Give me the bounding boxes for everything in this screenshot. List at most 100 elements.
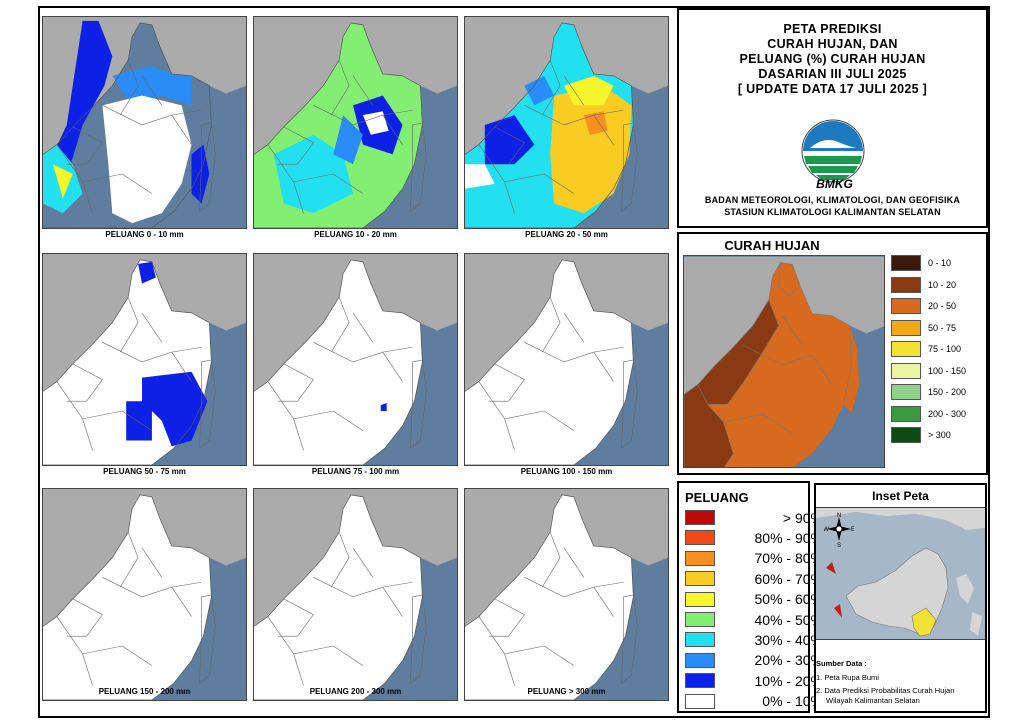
legend-label: > 300 — [928, 430, 951, 440]
probability-map-4 — [42, 253, 247, 466]
legend-label: 50 - 75 — [928, 322, 957, 333]
curah-hujan-item: 75 - 100 — [891, 341, 961, 357]
curah-hujan-item: 100 - 150 — [891, 362, 967, 379]
peluang-item: 70% - 80% — [685, 550, 823, 567]
logo-text: BMKG — [816, 177, 853, 191]
peluang-item: > 90% — [685, 509, 823, 526]
legend-label: 10% - 20% — [754, 672, 823, 689]
title-line-5: [ UPDATE DATA 17 JULI 2025 ] — [737, 82, 928, 96]
curah-hujan-item: 50 - 75 — [891, 319, 957, 336]
legend-label: 80% - 90% — [754, 529, 823, 546]
legend-swatch — [891, 319, 921, 336]
curah-hujan-item: 150 - 200 — [891, 384, 966, 400]
curah-hujan-map — [683, 255, 885, 468]
probability-map-7 — [42, 488, 247, 701]
map-label-4: PELUANG 50 - 75 mm — [103, 467, 186, 476]
compass-s: S — [837, 543, 841, 547]
curah-hujan-item: > 300 — [891, 427, 951, 443]
map-frame — [38, 6, 990, 718]
probability-map-8 — [253, 488, 458, 701]
legend-label: 30% - 40% — [754, 631, 823, 648]
legend-label: 200 - 300 — [928, 408, 967, 419]
legend-swatch — [891, 298, 921, 314]
peluang-item: 60% - 70% — [685, 570, 823, 587]
legend-label: 40% - 50% — [754, 611, 823, 628]
legend-label: 10 - 20 — [928, 279, 957, 290]
legend-swatch — [891, 405, 921, 422]
curah-hujan-item: 0 - 10 — [891, 255, 951, 271]
probability-map-5 — [253, 253, 458, 466]
legend-swatch — [891, 362, 921, 379]
station-name: STASIUN KLIMATOLOGI KALIMANTAN SELATAN — [724, 207, 941, 217]
legend-swatch — [891, 276, 921, 293]
legend-swatch — [891, 427, 921, 443]
compass-n: N — [837, 513, 841, 519]
map-label-3: PELUANG 20 - 50 mm — [525, 230, 608, 239]
legend-label: 60% - 70% — [754, 570, 823, 587]
legend-swatch — [685, 591, 715, 607]
inset-box: Inset Peta N S E W — [814, 483, 987, 713]
legend-label: 0% - 10% — [762, 693, 823, 710]
probability-map-9 — [464, 488, 669, 701]
inset-map — [816, 507, 985, 640]
legend-swatch — [685, 693, 715, 709]
legend-swatch — [685, 530, 715, 546]
compass-w: W — [824, 527, 829, 533]
title-line-1: PETA PREDIKSI — [783, 22, 882, 36]
peluang-item: 20% - 30% — [685, 652, 823, 669]
peluang-item: 50% - 60% — [685, 591, 823, 608]
source-3: Wilayah Kalimantan Selatan — [826, 696, 920, 705]
legend-swatch — [685, 612, 715, 627]
bmkg-logo — [800, 118, 866, 184]
map-label-9: PELUANG > 300 mm — [527, 687, 606, 696]
map-label-7: PELUANG 150 - 200 mm — [98, 687, 191, 696]
legend-label: 0 - 10 — [928, 258, 952, 268]
title-line-2: CURAH HUJAN, DAN — [767, 37, 898, 51]
legend-swatch — [685, 510, 715, 525]
legend-swatch — [685, 652, 715, 668]
map-label-2: PELUANG 10 - 20 mm — [314, 230, 397, 239]
peluang-legend: PELUANG > 90% 80% - 90% 70% - 80% 60% - 70%… — [677, 481, 823, 713]
legend-label: 75 - 100 — [928, 344, 962, 354]
legend-swatch — [891, 384, 921, 400]
legend-swatch — [685, 550, 715, 566]
title-box: PETA PREDIKSI CURAH HUJAN, DAN PELUANG (… — [677, 8, 988, 228]
map-label-8: PELUANG 200 - 300 mm — [309, 687, 402, 696]
probability-map-1 — [42, 16, 247, 229]
probability-map-2 — [253, 16, 458, 229]
legend-label: > 90% — [782, 509, 823, 526]
source-title: Sumber Data : — [816, 659, 867, 668]
legend-label: 20% - 30% — [754, 652, 823, 669]
map-label-6: PELUANG 100 - 150 mm — [520, 467, 613, 476]
map-label-5: PELUANG 75 - 100 mm — [311, 467, 400, 476]
legend-swatch — [685, 632, 715, 648]
curah-hujan-title: CURAH HUJAN — [724, 238, 820, 253]
title-line-4: DASARIAN III JULI 2025 — [758, 67, 907, 81]
legend-label: 20 - 50 — [928, 301, 957, 311]
curah-hujan-item: 20 - 50 — [891, 298, 956, 314]
peluang-item: 30% - 40% — [685, 631, 823, 648]
probability-map-6 — [464, 253, 669, 466]
peluang-item: 0% - 10% — [685, 693, 823, 710]
curah-hujan-item: 200 - 300 — [891, 405, 967, 422]
source-2: 2. Data Prediksi Probabilitas Curah Huja… — [816, 686, 955, 695]
peluang-item: 80% - 90% — [685, 529, 823, 546]
compass-icon: N S E W — [823, 511, 855, 549]
peluang-item: 10% - 20% — [685, 672, 823, 689]
legend-swatch — [891, 341, 921, 357]
compass-e: E — [851, 527, 854, 533]
inset-title: Inset Peta — [872, 489, 929, 503]
agency-name: BADAN METEOROLOGI, KLIMATOLOGI, DAN GEOF… — [704, 195, 961, 205]
legend-label: 50% - 60% — [754, 591, 823, 608]
curah-hujan-legend: CURAH HUJAN 0 - 10 10 - 20 20 - 50 50 - 75 7… — [677, 232, 988, 475]
legend-label: 150 - 200 — [928, 387, 967, 397]
title-line-3: PELUANG (%) CURAH HUJAN — [739, 52, 926, 66]
peluang-item: 40% - 50% — [685, 611, 823, 628]
source-1: 1. Peta Rupa Bumi — [816, 673, 879, 682]
curah-hujan-item: 10 - 20 — [891, 276, 957, 293]
probability-map-3 — [464, 16, 669, 229]
peluang-title: PELUANG — [685, 490, 749, 505]
legend-swatch — [685, 571, 715, 587]
legend-swatch — [891, 255, 921, 271]
legend-label: 100 - 150 — [928, 365, 967, 376]
